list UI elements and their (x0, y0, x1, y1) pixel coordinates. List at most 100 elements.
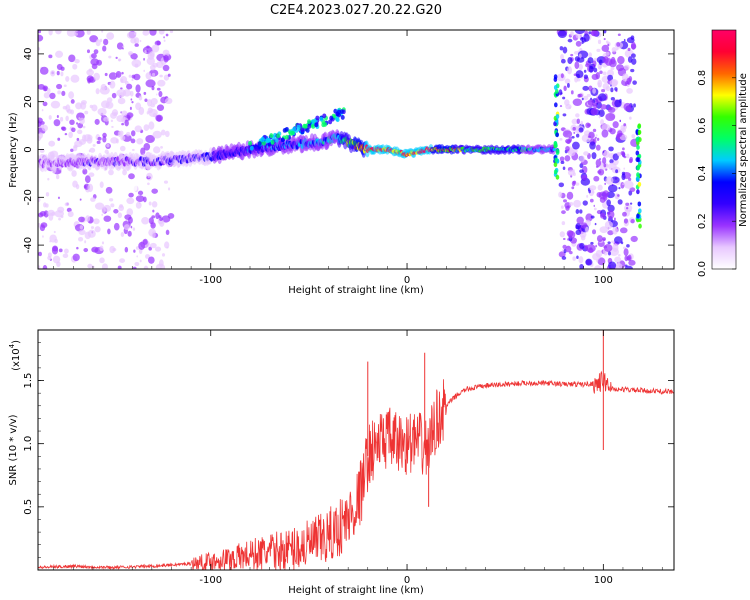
noise-blob (562, 249, 565, 253)
noise-blob (141, 216, 150, 225)
noise-blob (147, 174, 150, 178)
noise-blob (60, 215, 64, 219)
ridge-branch (266, 138, 271, 143)
noise-blob (159, 217, 163, 221)
colorbar-frame (711, 29, 737, 270)
noise-blob (578, 127, 584, 133)
noise-blob (617, 199, 623, 205)
noise-blob (71, 127, 76, 133)
noise-blob (143, 265, 149, 269)
noise-blob (38, 265, 41, 269)
noise-blob (106, 143, 110, 148)
spike-blob (637, 129, 642, 135)
spike-blob (636, 172, 640, 178)
noise-blob (603, 163, 607, 168)
noise-blob (123, 224, 130, 231)
noise-blob (592, 64, 595, 68)
ridge-branch (274, 137, 279, 143)
noise-blob (560, 160, 565, 165)
noise-blob (588, 85, 593, 92)
noise-blob (90, 226, 95, 230)
noise-blob (152, 209, 155, 213)
noise-blob (143, 69, 146, 73)
noise-blob (38, 223, 41, 228)
noise-blob (151, 231, 156, 239)
noise-blob (122, 169, 127, 176)
colorbar-tick-label: 0.4 (697, 165, 708, 181)
noise-blob (42, 101, 48, 107)
noise-blob (610, 66, 615, 71)
ridge-branch (328, 119, 333, 125)
noise-blob (605, 112, 616, 121)
noise-blob (97, 136, 102, 141)
noise-blob (569, 201, 574, 206)
noise-blob (134, 125, 142, 133)
noise-blob (596, 48, 601, 53)
noise-blob (117, 97, 126, 105)
noise-blob (592, 128, 597, 133)
spectrogram-marks (38, 30, 642, 269)
noise-blob (580, 235, 586, 241)
noise-blob (70, 74, 80, 83)
ridge-branch (276, 133, 281, 139)
noise-blob (612, 153, 619, 161)
noise-blob (603, 150, 610, 158)
noise-blob (577, 93, 581, 98)
noise-blob (121, 122, 125, 126)
noise-blob (144, 254, 151, 259)
noise-blob (131, 100, 134, 104)
noise-blob (591, 229, 597, 235)
noise-blob (144, 98, 148, 102)
noise-blob (610, 156, 613, 160)
noise-blob (622, 147, 625, 151)
noise-blob (101, 30, 104, 33)
noise-blob (158, 30, 165, 35)
noise-blob (588, 31, 592, 35)
spectrogram-y-ticks: -40 -20 0 20 40 (23, 48, 674, 253)
noise-blob (558, 251, 566, 258)
noise-blob (57, 196, 60, 200)
noise-blob (586, 93, 591, 97)
noise-blob (570, 53, 574, 57)
noise-blob (567, 66, 573, 75)
noise-blob (571, 118, 579, 125)
noise-blob (560, 73, 564, 79)
noise-blob (559, 46, 564, 51)
noise-blob (583, 74, 589, 80)
noise-blob (130, 98, 133, 101)
noise-blob (53, 230, 56, 234)
spectrogram-x-ticks: -100 0 100 (53, 30, 663, 286)
noise-blob (627, 56, 633, 63)
noise-blob (593, 67, 598, 73)
noise-blob (145, 72, 152, 80)
noise-blob (598, 109, 605, 118)
spike-blob (555, 113, 560, 119)
colorbar-ticks: 0.0 0.2 0.4 0.6 0.8 (697, 70, 736, 277)
snr-x-tick-label: 100 (594, 575, 613, 586)
ridge-branch (257, 141, 262, 147)
noise-blob (99, 257, 105, 264)
noise-blob (607, 74, 614, 82)
noise-blob (143, 57, 145, 61)
noise-blob (612, 243, 619, 253)
noise-blob (593, 175, 600, 182)
noise-blob (117, 265, 122, 269)
noise-blob (562, 113, 567, 117)
noise-blob (96, 140, 101, 145)
noise-blob (106, 97, 113, 103)
colorbar-label: Normalized spectral amplitude (738, 73, 749, 227)
noise-blob (562, 166, 566, 171)
noise-blob (630, 53, 636, 59)
ridge-branch (315, 115, 320, 121)
noise-blob (585, 244, 596, 253)
noise-blob (626, 256, 631, 261)
noise-blob (572, 98, 583, 106)
noise-blob (128, 51, 134, 56)
noise-blob (93, 49, 99, 55)
noise-blob (607, 204, 615, 213)
noise-blob (85, 215, 91, 222)
noise-blob (164, 130, 170, 138)
noise-blob (618, 187, 621, 190)
noise-blob (120, 76, 128, 84)
